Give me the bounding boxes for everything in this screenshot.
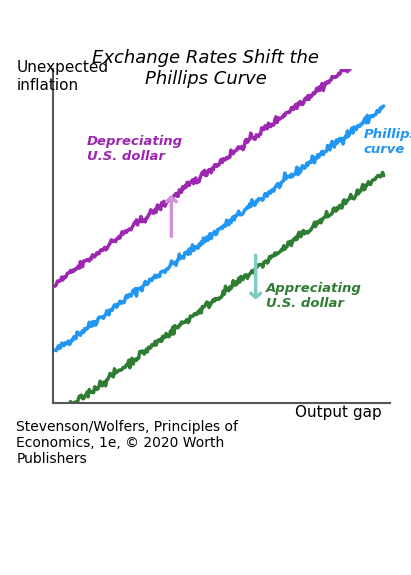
Text: Appreciating
U.S. dollar: Appreciating U.S. dollar: [266, 282, 362, 310]
Text: Unexpected
inflation: Unexpected inflation: [16, 60, 109, 93]
Text: Output gap: Output gap: [296, 405, 382, 420]
Text: Depreciating
U.S. dollar: Depreciating U.S. dollar: [87, 135, 183, 163]
Text: Exchange Rates Shift the
Phillips Curve: Exchange Rates Shift the Phillips Curve: [92, 49, 319, 87]
Text: Stevenson/Wolfers, Principles of
Economics, 1e, © 2020 Worth
Publishers: Stevenson/Wolfers, Principles of Economi…: [16, 420, 238, 466]
Text: Phillips
curve: Phillips curve: [363, 128, 411, 156]
